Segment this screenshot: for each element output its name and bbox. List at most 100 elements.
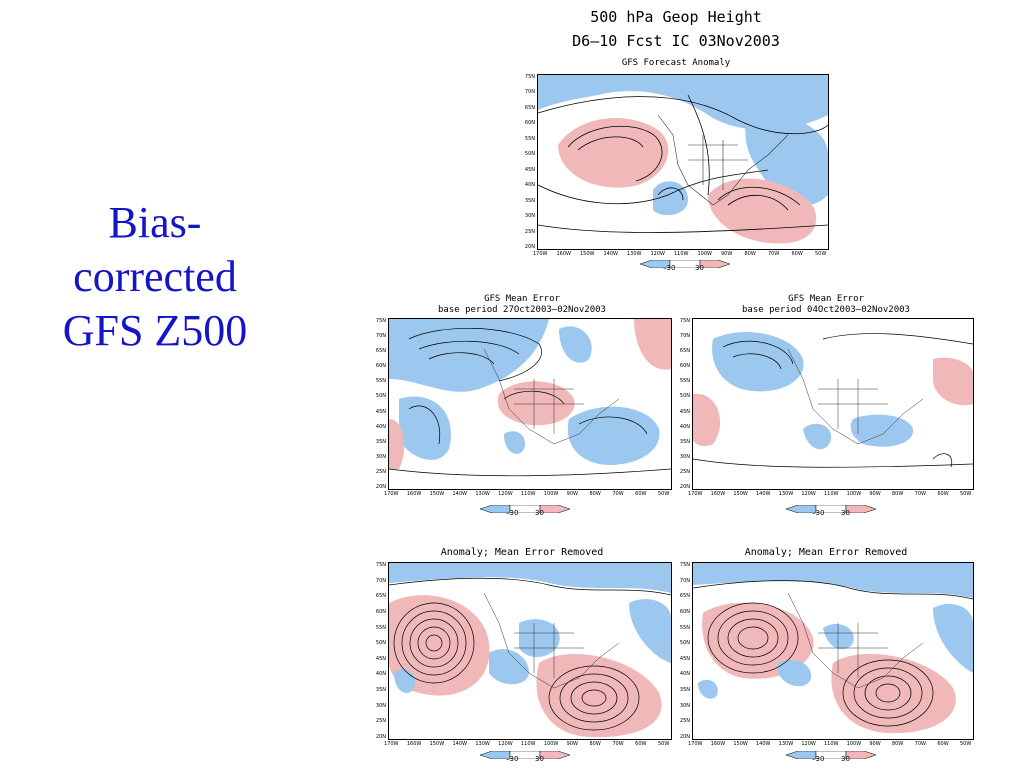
lon-tick-label: 50W: [815, 251, 827, 257]
lat-tick-label: 25N: [524, 228, 535, 235]
lon-tick-label: 100W: [697, 251, 713, 257]
panel-subtitle: base period 27Oct2003–02Nov2003: [438, 305, 606, 315]
lat-tick-label: 75N: [375, 562, 386, 568]
colorbar-high-label: 30: [535, 755, 544, 763]
lat-tick-label: 70N: [524, 89, 535, 96]
lat-tick-label: 35N: [524, 197, 535, 204]
lat-tick-label: 50N: [375, 393, 386, 400]
lon-tick-label: 110W: [674, 251, 689, 257]
lon-tick-label: 160W: [710, 491, 726, 497]
lat-tick-label: 50N: [524, 151, 535, 158]
lon-tick-label: 50W: [658, 491, 670, 497]
lat-tick-label: 55N: [679, 378, 690, 385]
lon-tick-label: 50W: [658, 741, 670, 747]
panel-title: GFS Mean Error: [788, 294, 864, 304]
lat-tick-label: 60N: [524, 120, 535, 127]
mean-error-panel-1: GFS Mean Error base period 27Oct2003–02N…: [372, 292, 672, 518]
panel-subtitle: base period 04Oct2003–02Nov2003: [742, 305, 910, 315]
lon-tick-label: 50W: [960, 491, 972, 497]
lat-tick-label: 40N: [375, 671, 386, 678]
lon-tick-label: 170W: [384, 741, 399, 747]
lat-tick-label: 35N: [679, 687, 690, 694]
colorbar: [785, 500, 877, 514]
colorbar-low-label: –30: [812, 509, 825, 517]
lat-tick-label: 25N: [679, 468, 690, 475]
map-plot: [388, 562, 672, 740]
lat-tick-label: 20N: [679, 734, 690, 740]
lon-tick-label: 90W: [566, 741, 578, 747]
lon-tick-label: 170W: [688, 491, 703, 497]
map-plot: [692, 562, 974, 740]
slide-title-line: Bias-: [108, 198, 202, 247]
lon-tick-label: 130W: [778, 741, 794, 747]
main-subtitle: GFS Forecast Anomaly: [621, 58, 731, 68]
colorbar-low-label: –30: [663, 264, 676, 272]
lat-tick-label: 45N: [375, 408, 386, 415]
lon-tick-label: 80W: [892, 491, 904, 497]
colorbar-high-label: 30: [841, 509, 850, 517]
lon-tick-label: 120W: [650, 251, 666, 257]
lon-tick-label: 80W: [589, 491, 601, 497]
lat-tick-label: 70N: [375, 333, 386, 340]
lon-tick-label: 110W: [824, 491, 839, 497]
forecast-anomaly-panel: 500 hPa Geop Height D6–10 Fcst IC 03Nov2…: [520, 6, 832, 274]
lat-tick-label: 30N: [375, 453, 386, 460]
slide-title: Bias- corrected GFS Z500: [20, 196, 290, 358]
lat-tick-label: 30N: [375, 702, 386, 709]
lat-tick-label: 70N: [679, 333, 690, 340]
lat-tick-label: 25N: [375, 718, 386, 725]
lat-tick-label: 45N: [679, 655, 690, 662]
colorbar-low-label: –30: [506, 509, 519, 517]
lon-tick-label: 100W: [846, 741, 862, 747]
lon-tick-label: 140W: [603, 251, 619, 257]
lon-tick-label: 170W: [384, 491, 399, 497]
lat-tick-label: 60N: [679, 363, 690, 370]
lon-tick-label: 60W: [635, 491, 647, 497]
lon-tick-label: 160W: [406, 491, 422, 497]
lon-tick-label: 110W: [521, 491, 536, 497]
lat-tick-label: 45N: [679, 408, 690, 415]
colorbar: [639, 255, 731, 269]
lat-tick-label: 65N: [375, 348, 386, 355]
main-title-line1: 500 hPa Geop Height: [590, 8, 762, 26]
lon-tick-label: 60W: [937, 741, 949, 747]
lat-tick-label: 20N: [679, 484, 690, 490]
lat-tick-label: 75N: [375, 318, 386, 324]
lon-tick-label: 130W: [475, 491, 490, 497]
lon-tick-label: 140W: [756, 741, 771, 747]
lat-tick-label: 65N: [679, 348, 690, 355]
lat-tick-label: 55N: [375, 624, 386, 631]
lat-tick-label: 40N: [524, 182, 535, 189]
lat-tick-label: 65N: [375, 593, 386, 600]
lat-tick-label: 65N: [524, 104, 535, 111]
lon-tick-label: 150W: [580, 251, 595, 257]
map-plot: [537, 74, 829, 250]
lat-tick-label: 55N: [524, 135, 535, 142]
slide-title-line: corrected: [73, 252, 237, 301]
lat-tick-label: 40N: [375, 423, 386, 430]
lon-tick-label: 90W: [869, 741, 881, 747]
lat-tick-label: 35N: [679, 438, 690, 445]
lat-tick-label: 60N: [375, 608, 386, 615]
panel-title: Anomaly; Mean Error Removed: [440, 547, 604, 558]
colorbar: [479, 746, 571, 760]
lat-tick-label: 75N: [679, 562, 690, 568]
colorbar-high-label: 30: [695, 264, 704, 272]
lon-tick-label: 120W: [801, 491, 816, 497]
lon-tick-label: 150W: [429, 491, 445, 497]
lat-tick-label: 30N: [679, 453, 690, 460]
lon-tick-label: 100W: [846, 491, 862, 497]
lat-tick-label: 60N: [375, 363, 386, 370]
lon-tick-label: 170W: [533, 251, 548, 257]
lat-tick-label: 75N: [679, 318, 690, 324]
map-plot: [692, 318, 974, 490]
lat-tick-label: 55N: [679, 624, 690, 631]
slide-title-line: GFS Z500: [62, 306, 248, 355]
lat-tick-label: 50N: [375, 640, 386, 647]
colorbar-high-label: 30: [535, 509, 544, 517]
lat-tick-label: 30N: [524, 213, 535, 220]
lon-tick-label: 110W: [521, 741, 536, 747]
lon-tick-label: 140W: [452, 491, 468, 497]
corrected-anomaly-panel-2: Anomaly; Mean Error Removed: [676, 544, 976, 766]
lat-tick-label: 50N: [679, 640, 690, 647]
